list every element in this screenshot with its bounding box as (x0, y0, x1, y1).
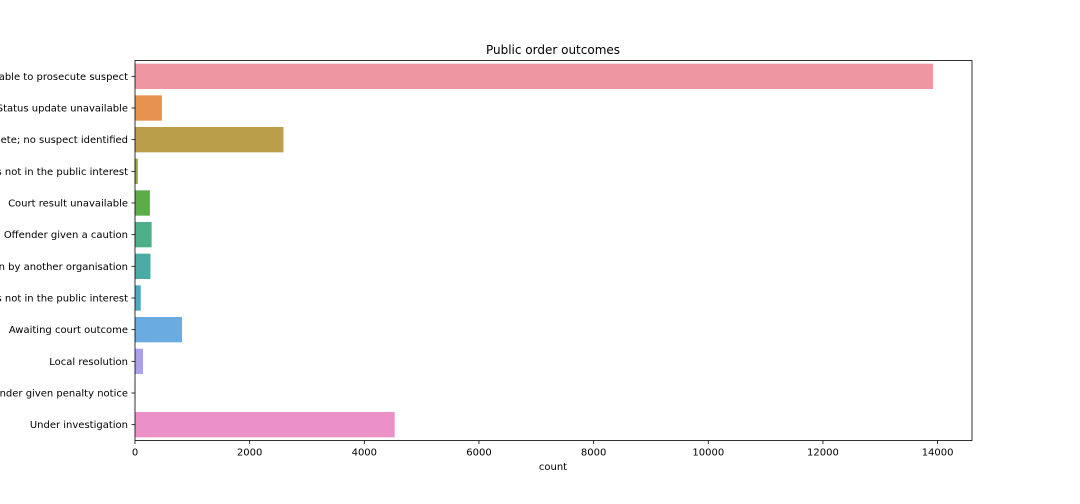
bar-1 (135, 95, 162, 121)
bar-5 (135, 222, 152, 248)
x-tick-label-0: 0 (132, 448, 138, 459)
x-tick-label-3: 6000 (466, 448, 491, 459)
category-label-9: Local resolution (49, 357, 128, 368)
category-label-5: Offender given a caution (4, 230, 128, 241)
category-label-7: Further action is not in the public inte… (0, 294, 128, 305)
category-label-8: Awaiting court outcome (9, 325, 128, 336)
x-tick-label-7: 14000 (922, 448, 954, 459)
chart-title: Public order outcomes (486, 43, 620, 57)
category-label-4: Court result unavailable (8, 199, 128, 210)
category-label-3: Formal action is not in the public inter… (0, 167, 128, 178)
x-axis-ticks: 0 2000 4000 6000 8000 10000 12000 14000 (132, 440, 954, 459)
bar-9 (135, 348, 144, 374)
x-axis-label: count (539, 462, 567, 473)
category-label-2: Investigation complete; no suspect ident… (0, 135, 128, 146)
bars-group (135, 63, 934, 438)
category-label-1: Status update unavailable (0, 104, 128, 115)
plot-frame (134, 60, 973, 441)
bar-4 (135, 190, 150, 216)
category-label-6: Action to be taken by another organisati… (0, 262, 128, 273)
category-labels: Unable to prosecute suspect Status update… (0, 72, 135, 431)
x-tick-label-5: 10000 (692, 448, 724, 459)
x-tick-label-1: 2000 (237, 448, 262, 459)
bar-7 (135, 285, 141, 311)
category-label-11: Under investigation (30, 420, 128, 431)
x-tick-label-6: 12000 (807, 448, 839, 459)
category-label-10: Offender given penalty notice (0, 389, 128, 400)
bar-0 (135, 63, 934, 89)
category-label-0: Unable to prosecute suspect (0, 72, 128, 83)
bar-11 (135, 412, 395, 438)
bar-3 (135, 158, 138, 184)
bar-8 (135, 317, 183, 343)
x-tick-label-2: 4000 (352, 448, 377, 459)
x-tick-label-4: 8000 (581, 448, 606, 459)
bar-2 (135, 127, 284, 153)
bar-6 (135, 253, 151, 279)
